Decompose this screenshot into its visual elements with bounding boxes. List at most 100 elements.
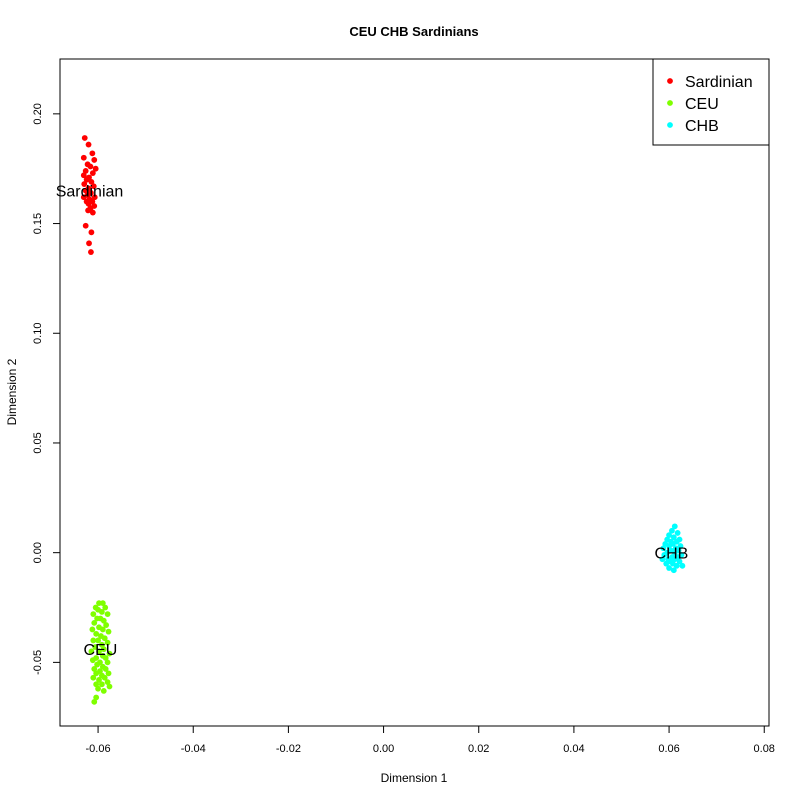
ceu-point [93, 681, 100, 688]
legend-label-ceu: CEU [685, 96, 719, 113]
chb-point [663, 560, 670, 567]
ceu-point [98, 641, 105, 648]
ceu-point [103, 622, 110, 628]
legend-marker-ceu [667, 100, 673, 106]
sardinian-point [89, 209, 96, 216]
ceu-point [96, 677, 102, 683]
x-axis-label: Dimension 1 [381, 771, 448, 785]
x-tick-label: -0.06 [86, 743, 111, 755]
ceu-point [102, 655, 109, 661]
ceu-point [89, 626, 96, 633]
sardinian-point [83, 176, 90, 183]
ceu-point [104, 659, 111, 666]
ceu-point [106, 683, 113, 690]
ceu-point [95, 685, 101, 692]
ceu-point [98, 681, 105, 688]
ceu-point [105, 628, 112, 635]
y-axis-label: Dimension 2 [5, 358, 19, 425]
ceu-point [100, 617, 107, 624]
chb-point [679, 562, 686, 569]
chb-point [670, 534, 677, 541]
ceu-point [95, 637, 101, 644]
ceu-point [98, 609, 105, 615]
chb-point [674, 530, 681, 536]
x-tick-label: -0.02 [276, 743, 301, 755]
ceu-point [104, 679, 111, 686]
y-tick-label: 0.00 [32, 542, 44, 563]
y-tick-label: -0.05 [32, 650, 44, 675]
x-tick-label: 0.08 [754, 743, 775, 755]
sardinian-point [89, 170, 96, 176]
ceu-point [99, 626, 106, 633]
x-tick-label: 0.06 [658, 743, 679, 755]
x-axis: -0.06 -0.04 -0.02 0.00 0.02 0.04 0.06 0.08 [86, 725, 775, 755]
x-tick-label: 0.02 [468, 743, 489, 755]
chb-cluster-label: CHB [655, 546, 689, 563]
y-axis: -0.05 0.00 0.05 0.10 0.15 0.20 [32, 103, 61, 675]
ceu-point [102, 666, 109, 672]
sardinian-point [88, 249, 94, 255]
ceu-point [101, 635, 108, 642]
chb-point [676, 558, 683, 565]
y-tick-label: 0.15 [32, 213, 44, 234]
ceu-point [91, 698, 98, 705]
sardinian-point [82, 222, 89, 229]
sardinian-point [81, 181, 88, 187]
ceu-point [93, 630, 100, 637]
sardinian-point [85, 200, 92, 207]
legend: Sardinian CEU CHB [652, 58, 770, 146]
sardinian-point [90, 183, 97, 190]
ceu-point [104, 611, 111, 618]
chb-point [671, 549, 678, 556]
sardinian-point [87, 163, 94, 170]
x-tick-label: 0.04 [563, 743, 584, 755]
ceu-point [100, 646, 107, 653]
sardinian-point [80, 194, 87, 201]
cluster-labels: Sardinian CEU CHB [56, 184, 689, 660]
chb-point [661, 551, 668, 558]
sardinian-point [85, 207, 91, 214]
y-tick-label: 0.05 [32, 432, 44, 453]
ceu-point [93, 694, 100, 701]
chb-point [671, 523, 678, 530]
chb-point [670, 567, 677, 574]
ceu-point [92, 644, 99, 650]
chb-point [671, 556, 678, 563]
ceu-point [99, 600, 106, 607]
chb-point [660, 545, 667, 552]
sardinian-point [92, 165, 99, 172]
sardinian-point [80, 172, 87, 179]
sardinian-point [91, 157, 98, 163]
chb-point [677, 543, 684, 549]
x-tick-label: 0.00 [373, 743, 394, 755]
chb-point [666, 543, 672, 549]
chb-point [666, 565, 672, 571]
x-tick-label: -0.04 [181, 743, 206, 755]
sardinian-point [86, 240, 92, 247]
plot-frame [59, 58, 770, 727]
ceu-point [90, 611, 97, 618]
ceu-point [89, 657, 96, 664]
ceu-point [101, 674, 108, 681]
sardinian-point [85, 141, 92, 148]
legend-label-sardinian: Sardinian [685, 74, 753, 91]
ceu-point [90, 637, 97, 644]
ceu-point [105, 670, 112, 677]
sardinian-point [91, 194, 98, 201]
sardinian-point [88, 178, 95, 185]
ceu-point [104, 639, 111, 646]
sardinian-point [89, 150, 96, 157]
ceu-point [91, 619, 98, 626]
ceu-point [93, 670, 100, 677]
chb-point [669, 527, 675, 534]
legend-marker-chb [667, 122, 673, 128]
sardinian-point [81, 135, 88, 141]
legend-marker-sardinian [667, 78, 673, 84]
chb-point [673, 562, 680, 569]
ceu-point [96, 648, 102, 655]
data-points [80, 135, 686, 705]
sardinian-point [82, 187, 89, 194]
y-tick-label: 0.20 [32, 103, 44, 124]
ceu-point [100, 687, 107, 694]
